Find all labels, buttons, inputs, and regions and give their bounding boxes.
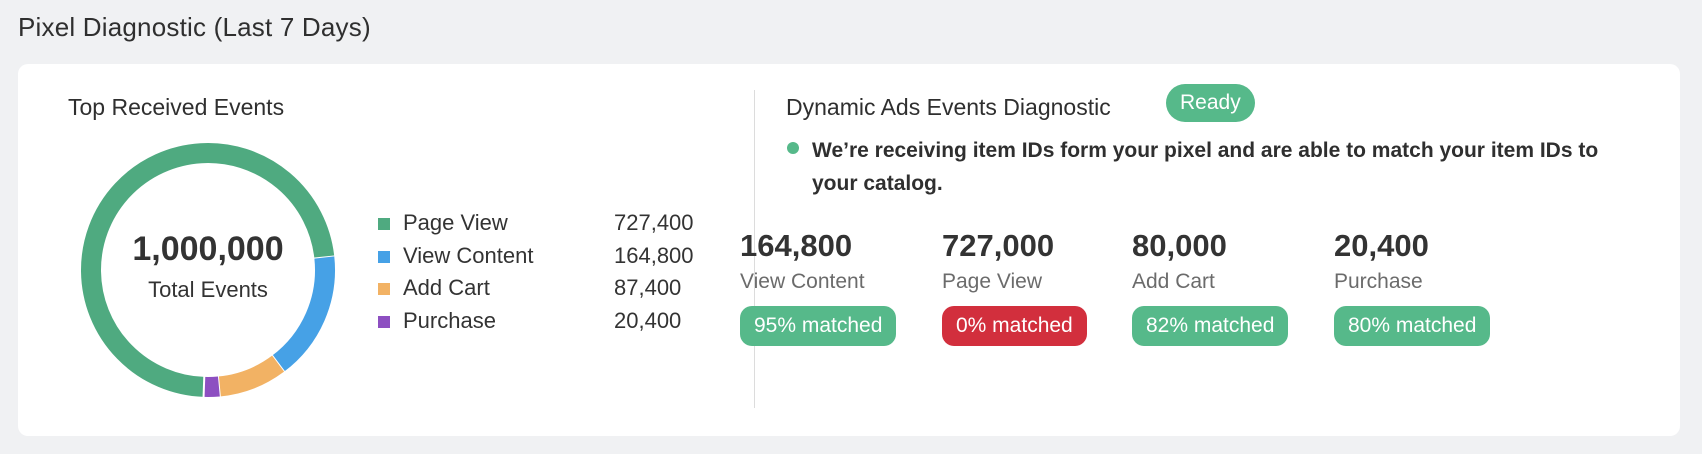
donut-slice-view-content (271, 256, 335, 372)
match-badge: 0% matched (942, 306, 1087, 346)
stat-value: 727,000 (942, 228, 1055, 263)
legend-swatch (378, 250, 390, 263)
top-events-title: Top Received Events (68, 94, 285, 120)
donut-slice-add-cart (217, 355, 285, 397)
stat-value: 164,800 (740, 228, 853, 263)
legend-swatch (378, 283, 390, 295)
stat-view-content: 164,800 View Content 95% matched (740, 228, 940, 346)
stat-label: Purchase (1334, 270, 1423, 293)
legend-value: 727,400 (614, 210, 694, 235)
legend-swatch (378, 218, 390, 230)
total-events-value: 1,000,000 (132, 229, 284, 268)
legend-item-view-content: View Content 164,800 (378, 243, 728, 276)
events-donut-chart: 1,000,000 Total Events (80, 142, 336, 398)
stat-add-cart: 80,000 Add Cart 82% matched (1132, 228, 1332, 346)
legend-value: 20,400 (614, 307, 682, 333)
legend-label: Purchase (403, 307, 496, 333)
stat-label: Page View (942, 270, 1043, 293)
legend-label: View Content (403, 242, 534, 268)
legend-value: 87,400 (614, 275, 682, 300)
stat-value: 80,000 (1132, 228, 1227, 263)
donut-svg (81, 143, 336, 398)
donut-slice-page-view (81, 143, 335, 397)
stat-label: View Content (740, 270, 865, 293)
match-badge: 95% matched (740, 306, 897, 346)
status-dot-icon (787, 142, 799, 154)
section-divider (754, 90, 755, 408)
legend-swatch (378, 315, 390, 328)
legend-value: 164,800 (614, 242, 694, 268)
stat-label: Add Cart (1132, 270, 1215, 293)
diagnostic-message: We’re receiving item IDs form your pixel… (812, 139, 1599, 195)
panel-title: Pixel Diagnostic (Last 7 Days) (18, 12, 371, 42)
match-badge: 82% matched (1132, 306, 1289, 346)
dynamic-ads-title: Dynamic Ads Events Diagnostic (786, 94, 1111, 120)
legend-label: Add Cart (403, 275, 490, 300)
legend-item-purchase: Purchase 20,400 (378, 308, 728, 341)
donut-center: 1,000,000 Total Events (80, 142, 336, 398)
diagnostic-card: Top Received Events 1,000,000 Total Even… (18, 64, 1680, 436)
donut-slice-separator (313, 255, 336, 260)
legend-item-add-cart: Add Cart 87,400 (378, 275, 728, 308)
stat-value: 20,400 (1334, 228, 1429, 263)
stat-page-view: 727,000 Page View 0% matched (942, 228, 1142, 346)
match-badge: 80% matched (1334, 306, 1491, 346)
legend-label: Page View (403, 210, 508, 235)
legend-item-page-view: Page View 727,400 (378, 210, 728, 243)
donut-slice-separator (202, 375, 206, 398)
events-legend: Page View 727,400 View Content 164,800 A… (378, 210, 728, 340)
status-badge: Ready (1166, 84, 1255, 122)
stat-purchase: 20,400 Purchase 80% matched (1334, 228, 1534, 346)
total-events-label: Total Events (148, 276, 268, 302)
